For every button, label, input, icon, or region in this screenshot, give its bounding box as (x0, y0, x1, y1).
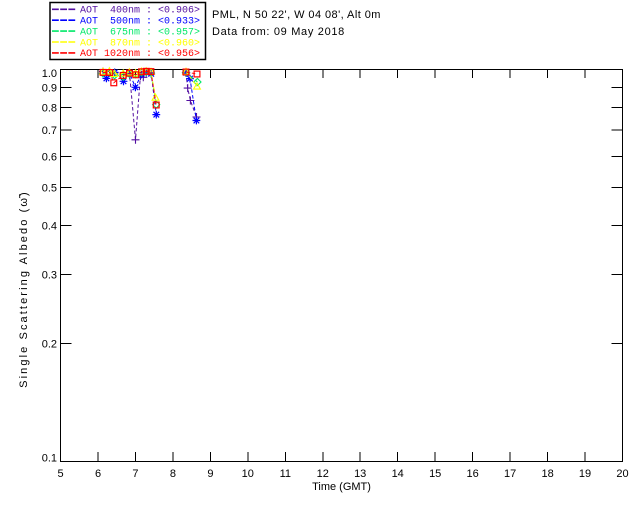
svg-text:7: 7 (132, 468, 138, 480)
svg-text:1.0: 1.0 (42, 68, 57, 80)
svg-text:AOT 500nm : <0.933>: AOT 500nm : <0.933> (80, 17, 200, 28)
svg-text:14: 14 (392, 468, 404, 480)
svg-text:0.3: 0.3 (42, 270, 57, 282)
svg-text:16: 16 (466, 468, 478, 480)
svg-text:19: 19 (579, 468, 591, 480)
svg-text:11: 11 (280, 468, 291, 480)
svg-text:AOT 675nm : <0.957>: AOT 675nm : <0.957> (80, 27, 200, 38)
svg-text:5: 5 (57, 468, 63, 480)
svg-text:0.8: 0.8 (42, 103, 57, 115)
svg-text:17: 17 (504, 468, 516, 480)
svg-text:15: 15 (429, 468, 441, 480)
svg-text:6: 6 (95, 468, 101, 480)
svg-text:Single Scattering Albedo (ω̃): Single Scattering Albedo (ω̃) (18, 190, 30, 388)
svg-text:PML, N 50 22', W 04 08', Alt 0: PML, N 50 22', W 04 08', Alt 0m (212, 9, 381, 21)
svg-text:0.1: 0.1 (42, 453, 57, 465)
svg-text:0.5: 0.5 (42, 183, 57, 195)
svg-text:0.7: 0.7 (42, 125, 57, 137)
svg-text:13: 13 (354, 468, 366, 480)
svg-text:0.9: 0.9 (42, 82, 57, 94)
svg-text:0.4: 0.4 (42, 221, 57, 233)
svg-text:10: 10 (242, 468, 254, 480)
svg-text:8: 8 (170, 468, 176, 480)
svg-text:Data from: 09 May 2018: Data from: 09 May 2018 (212, 26, 345, 38)
svg-text:AOT 400nm : <0.906>: AOT 400nm : <0.906> (80, 6, 200, 17)
svg-text:0.2: 0.2 (42, 339, 57, 351)
svg-text:AOT 870nm : <0.960>: AOT 870nm : <0.960> (80, 38, 200, 49)
svg-text:20: 20 (616, 468, 628, 480)
svg-text:0.6: 0.6 (42, 152, 57, 164)
svg-text:AOT 1020nm : <0.956>: AOT 1020nm : <0.956> (80, 49, 200, 60)
svg-text:18: 18 (541, 468, 553, 480)
svg-text:12: 12 (317, 468, 329, 480)
svg-text:9: 9 (207, 468, 213, 480)
svg-text:Time (GMT): Time (GMT) (312, 481, 371, 493)
